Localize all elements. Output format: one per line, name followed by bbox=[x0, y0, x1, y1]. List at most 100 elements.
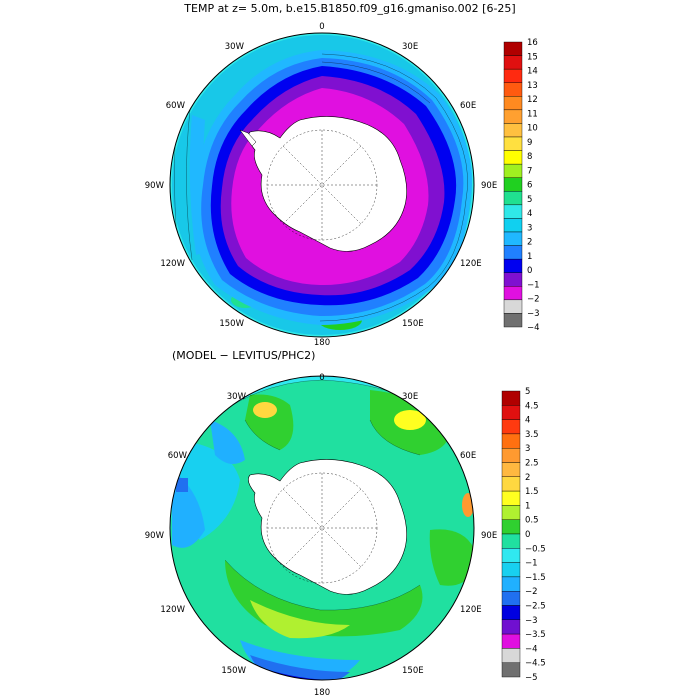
bottom-colorbar-swatch bbox=[501, 490, 521, 506]
bottom-colorbar-label: −4.5 bbox=[525, 659, 546, 669]
top-colorbar-label: 9 bbox=[527, 138, 532, 148]
top-colorbar-label: −3 bbox=[527, 309, 540, 319]
bottom-map bbox=[170, 376, 474, 680]
bottom-colorbar-label: 3.5 bbox=[525, 430, 539, 440]
bottom-colorbar-label: −2 bbox=[525, 587, 538, 597]
bottom-colorbar-swatch bbox=[501, 562, 521, 578]
bottom-colorbar-label: 1.5 bbox=[525, 487, 539, 497]
bottom-lon-label-150e: 150E bbox=[402, 666, 424, 676]
bottom-colorbar-label: −1.5 bbox=[525, 573, 546, 583]
top-colorbar-label: 12 bbox=[527, 95, 538, 105]
top-colorbar-label: −1 bbox=[527, 280, 540, 290]
top-lon-label-120w: 120W bbox=[160, 259, 185, 269]
top-colorbar-swatch bbox=[503, 231, 523, 246]
top-colorbar-label: 7 bbox=[527, 166, 532, 176]
bottom-colorbar-label: 4.5 bbox=[525, 401, 539, 411]
top-colorbar-swatch bbox=[503, 258, 523, 273]
top-colorbar-label: 5 bbox=[527, 195, 532, 205]
top-colorbar-label: 2 bbox=[527, 238, 532, 248]
bottom-lon-label-0: 0 bbox=[319, 373, 324, 383]
top-lon-label-180: 180 bbox=[314, 338, 330, 348]
top-panel: TEMP at z= 5.0m, b.e15.B1850.f09_g16.gma… bbox=[145, 2, 540, 348]
bottom-colorbar-label: 4 bbox=[525, 416, 530, 426]
top-colorbar-swatch bbox=[503, 272, 523, 287]
bottom-colorbar-label: 1 bbox=[525, 501, 530, 511]
bottom-colorbar-swatch bbox=[501, 633, 521, 649]
bottom-lon-label-180: 180 bbox=[314, 688, 330, 698]
top-colorbar-label: 14 bbox=[527, 67, 538, 77]
top-colorbar-swatch bbox=[503, 136, 523, 151]
bottom-colorbar-label: −3.5 bbox=[525, 630, 546, 640]
bottom-lon-label-30w: 30W bbox=[227, 392, 247, 402]
top-colorbar-swatch bbox=[503, 41, 523, 56]
top-colorbar-swatch bbox=[503, 150, 523, 165]
top-colorbar-swatch bbox=[503, 177, 523, 192]
top-colorbar-swatch bbox=[503, 313, 523, 328]
bottom-colorbar-swatch bbox=[501, 462, 521, 478]
bottom-panel-title: (MODEL − LEVITUS/PHC2) bbox=[172, 349, 315, 362]
bottom-colorbar-label: 2.5 bbox=[525, 459, 539, 469]
top-lon-label-90e: 90E bbox=[481, 181, 497, 191]
bottom-colorbar: 5 4.5 4 3.5 3 2.5 2 1.5 1 0.5 0 −0.5 −1 −1.5 −2 −2.5 −3 −… bbox=[501, 387, 546, 683]
top-lon-label-90w: 90W bbox=[145, 181, 165, 191]
top-colorbar-swatch bbox=[503, 123, 523, 138]
bottom-colorbar-label: 3 bbox=[525, 444, 530, 454]
top-lon-label-60w: 60W bbox=[166, 101, 186, 111]
top-colorbar-swatch bbox=[503, 218, 523, 233]
top-colorbar-label: 13 bbox=[527, 81, 538, 91]
bottom-colorbar-swatch bbox=[501, 405, 521, 420]
top-colorbar-label: −2 bbox=[527, 295, 540, 305]
bottom-lon-label-30e: 30E bbox=[402, 392, 418, 402]
bottom-colorbar-swatch bbox=[501, 619, 521, 635]
bottom-colorbar-swatch bbox=[501, 433, 521, 449]
top-colorbar-swatch bbox=[503, 109, 523, 124]
bottom-lon-label-90w: 90W bbox=[145, 531, 165, 541]
top-colorbar-swatch bbox=[503, 55, 523, 70]
top-lon-label-30e: 30E bbox=[402, 42, 418, 52]
top-lon-label-30w: 30W bbox=[225, 42, 245, 52]
bottom-colorbar-swatch bbox=[501, 576, 521, 592]
bottom-colorbar-label: 0.5 bbox=[525, 516, 539, 526]
bottom-colorbar-swatch bbox=[501, 390, 521, 406]
top-colorbar-swatch bbox=[503, 204, 523, 219]
bottom-colorbar-swatch bbox=[501, 533, 521, 549]
bottom-colorbar-swatch bbox=[501, 505, 521, 520]
bottom-colorbar-swatch bbox=[501, 648, 521, 663]
top-lon-label-60e: 60E bbox=[460, 101, 476, 111]
bottom-colorbar-label: −1 bbox=[525, 559, 538, 569]
bottom-colorbar-swatch bbox=[501, 519, 521, 535]
top-colorbar-swatch bbox=[503, 286, 523, 301]
top-colorbar-label: 11 bbox=[527, 109, 538, 119]
top-colorbar-label: 6 bbox=[527, 181, 532, 191]
bottom-lon-label-60e: 60E bbox=[460, 451, 476, 461]
top-colorbar-label: −4 bbox=[527, 323, 540, 333]
bottom-colorbar-swatch bbox=[501, 662, 521, 678]
antarctica-top bbox=[248, 116, 407, 252]
bottom-lon-label-60w: 60W bbox=[168, 451, 188, 461]
bottom-lon-label-90e: 90E bbox=[481, 531, 497, 541]
bottom-colorbar-label: −0.5 bbox=[525, 544, 546, 554]
top-lon-label-150w: 150W bbox=[219, 319, 244, 329]
top-colorbar-swatch bbox=[503, 191, 523, 206]
bottom-colorbar-label: 2 bbox=[525, 473, 530, 483]
bottom-colorbar-label: −5 bbox=[525, 673, 538, 683]
bottom-colorbar-label: −3 bbox=[525, 616, 538, 626]
top-lon-label-120e: 120E bbox=[460, 259, 482, 269]
bottom-colorbar-swatch bbox=[501, 548, 521, 563]
bottom-lon-label-120w: 120W bbox=[160, 605, 185, 615]
antarctica-bottom bbox=[248, 459, 407, 595]
top-panel-title: TEMP at z= 5.0m, b.e15.B1850.f09_g16.gma… bbox=[183, 2, 515, 15]
top-colorbar-swatch bbox=[503, 68, 523, 83]
top-colorbar-label: 16 bbox=[527, 38, 538, 48]
top-colorbar-label: 1 bbox=[527, 252, 532, 262]
bottom-colorbar-label: 0 bbox=[525, 530, 530, 540]
top-colorbar-swatch bbox=[503, 245, 523, 260]
bottom-colorbar-swatch bbox=[501, 605, 521, 621]
bottom-colorbar-swatch bbox=[501, 476, 521, 492]
top-lon-label-0: 0 bbox=[319, 22, 324, 32]
bottom-colorbar-swatch bbox=[501, 448, 521, 463]
top-colorbar-swatch bbox=[503, 96, 523, 111]
bottom-panel: (MODEL − LEVITUS/PHC2) bbox=[145, 349, 546, 698]
